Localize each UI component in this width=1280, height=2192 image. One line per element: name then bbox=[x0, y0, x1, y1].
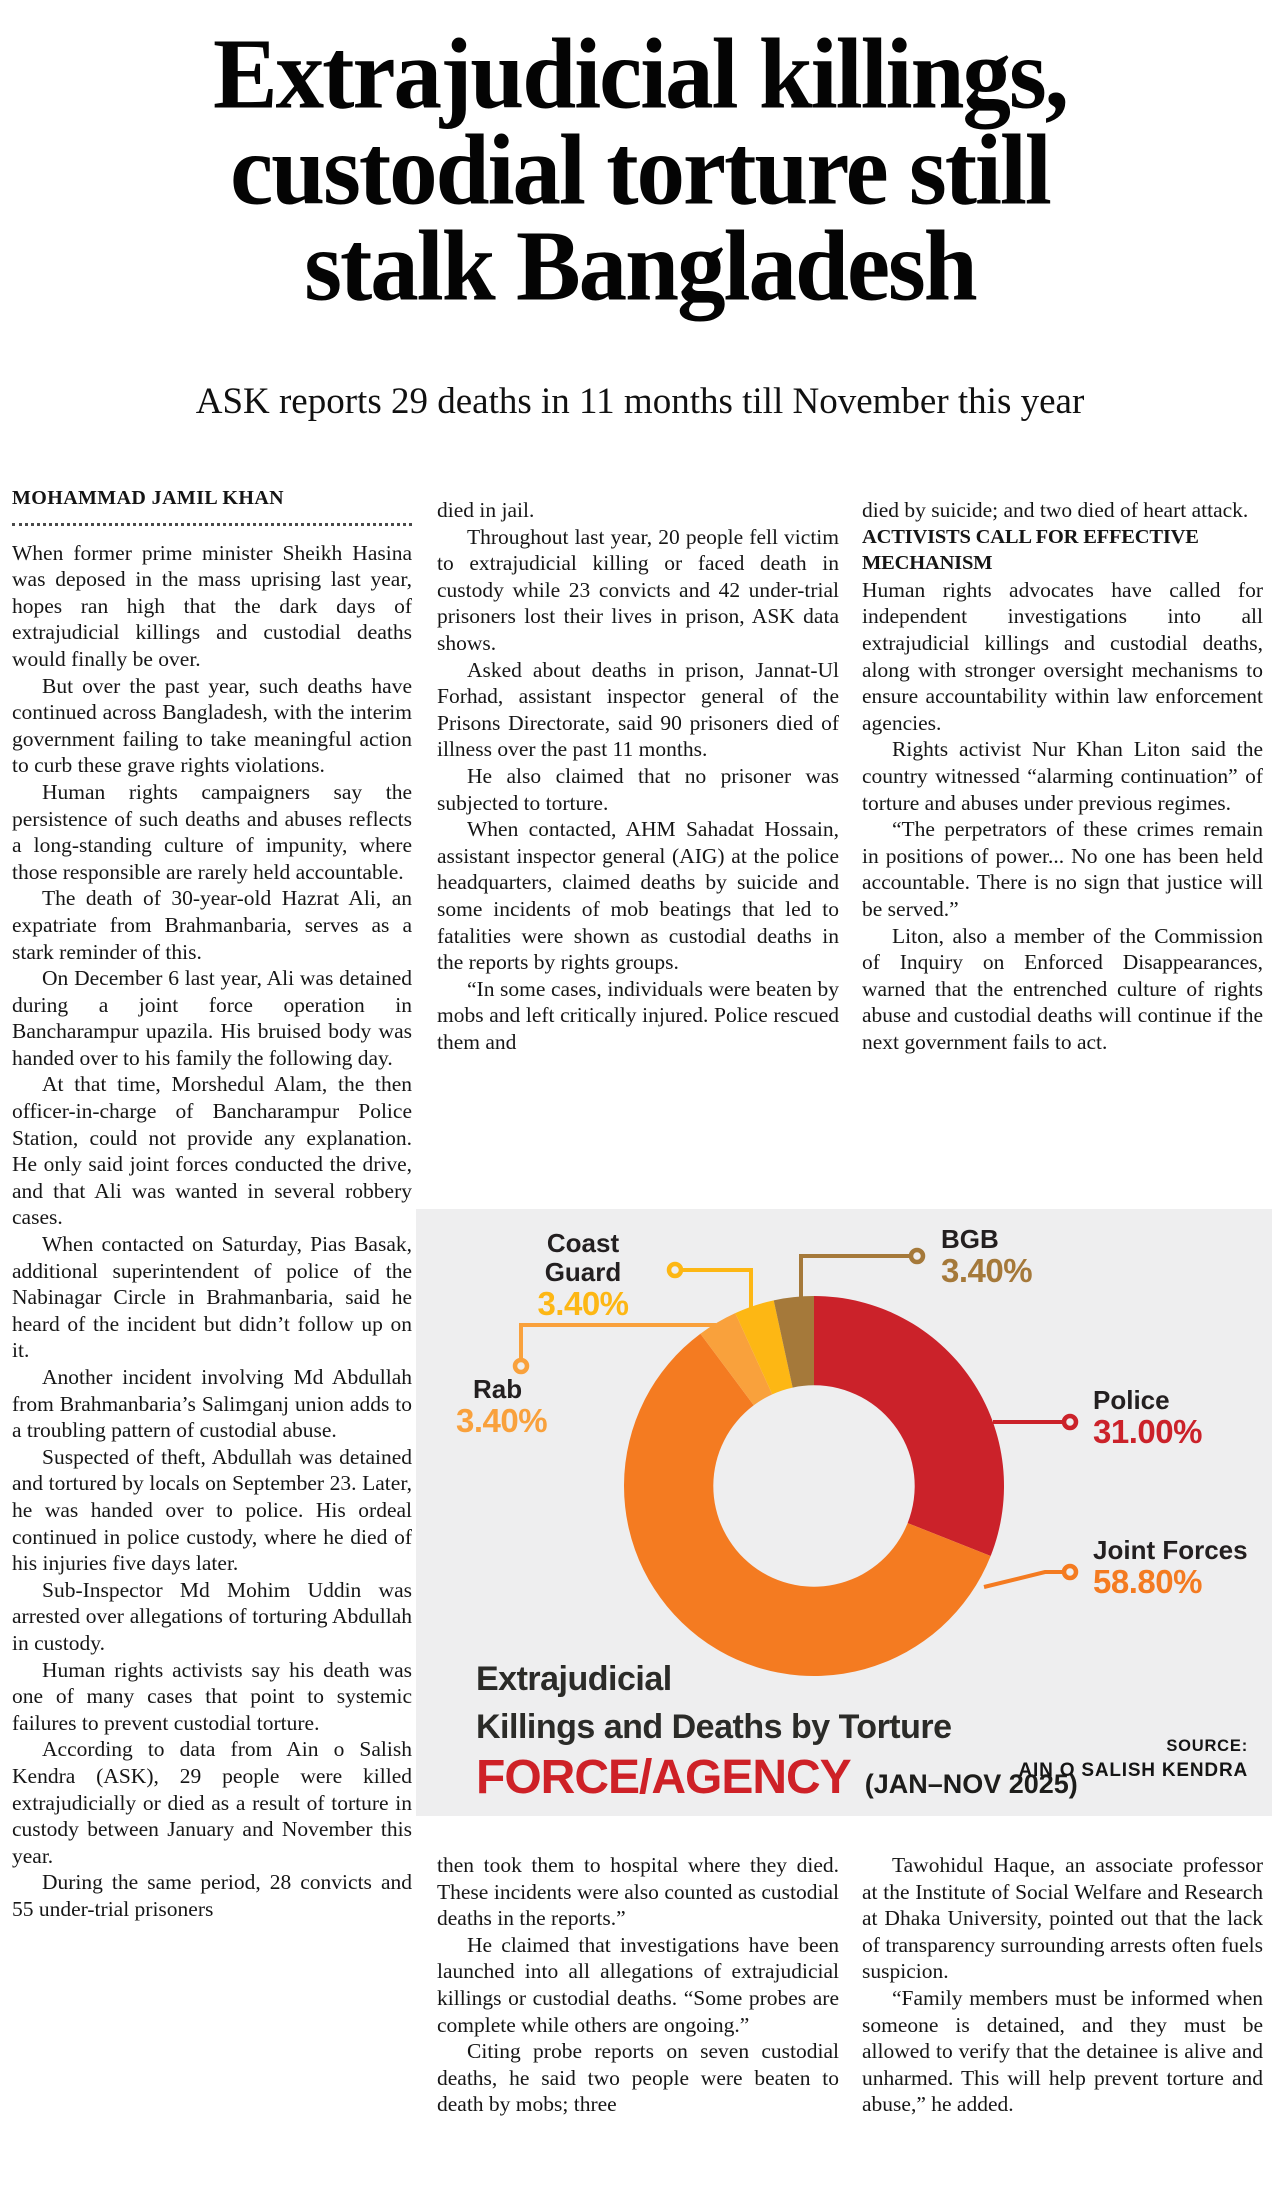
donut-chart bbox=[512, 1247, 1079, 1676]
paragraph: Another incident involving Md Abdullah f… bbox=[12, 1365, 412, 1443]
donut-slice-rab bbox=[700, 1313, 773, 1406]
police-name: Police bbox=[1093, 1385, 1170, 1415]
coast-guard-leader-line bbox=[683, 1268, 753, 1309]
police-marker bbox=[1061, 1413, 1079, 1431]
section-heading: ACTIVISTS CALL FOR EFFECTIVE MECHANISM bbox=[862, 525, 1199, 575]
paragraph: The death of 30-year-old Hazrat Ali, an … bbox=[12, 886, 412, 964]
paragraph: Human rights advocates have called for i… bbox=[862, 577, 1263, 735]
paragraph: He claimed that investigations have been… bbox=[437, 1932, 839, 2037]
joint-forces-marker bbox=[1061, 1563, 1079, 1581]
coast-guard-name: Coast Guard bbox=[544, 1228, 622, 1288]
label-bgb: BGB 3.40% bbox=[941, 1224, 1033, 1290]
chart-title-line-2: Killings and Deaths by Torture bbox=[476, 1708, 952, 1746]
rab-leader-line bbox=[519, 1323, 716, 1358]
paragraph: Asked about deaths in prison, Jannat-Ul … bbox=[437, 657, 839, 762]
paragraph: died by suicide; and two died of heart a… bbox=[862, 498, 1249, 522]
paragraph: Suspected of theft, Abdullah was detaine… bbox=[12, 1444, 412, 1576]
donut-slice-joint-forces bbox=[624, 1333, 991, 1676]
article-column-2-bottom: then took them to hospital where they di… bbox=[437, 1852, 839, 2192]
label-rab: Rab 3.40% bbox=[456, 1374, 616, 1440]
source-value: AIN O SALISH KENDRA bbox=[1018, 1760, 1248, 1782]
paragraph: Sub-Inspector Md Mohim Uddin was arreste… bbox=[12, 1577, 412, 1655]
paragraph: According to data from Ain o Salish Kend… bbox=[12, 1737, 412, 1868]
headline-line-3: stalk Bangladesh bbox=[304, 209, 978, 322]
article-column-3-bottom: Tawohidul Haque, an associate professor … bbox=[862, 1852, 1263, 2192]
paragraph: When former prime minister Sheikh Hasina… bbox=[12, 540, 412, 671]
paragraph: Human rights campaigners say the persist… bbox=[12, 779, 412, 884]
column-2-bottom-text: then took them to hospital where they di… bbox=[437, 1852, 839, 2118]
paragraph: then took them to hospital where they di… bbox=[437, 1853, 839, 1931]
paragraph: “The perpetrators of these crimes remain… bbox=[862, 817, 1263, 921]
paragraph: “In some cases, individuals were beaten … bbox=[437, 976, 839, 1054]
byline: MOHAMMAD JAMIL KHAN bbox=[12, 487, 285, 509]
article-column-2-top: died in jail. Throughout last year, 20 pe… bbox=[437, 497, 839, 1203]
paragraph: Throughout last year, 20 people fell vic… bbox=[437, 524, 839, 655]
label-police: Police 31.00% bbox=[1093, 1385, 1202, 1451]
article-column-3-top: died by suicide; and two died of heart a… bbox=[862, 497, 1263, 1203]
label-coast-guard: Coast Guard 3.40% bbox=[512, 1228, 654, 1323]
source-label: SOURCE: bbox=[1166, 1737, 1248, 1755]
rab-percent: 3.40% bbox=[456, 1402, 548, 1440]
police-percent: 31.00% bbox=[1093, 1413, 1202, 1451]
paragraph: During the same period, 28 convicts and … bbox=[12, 1870, 412, 1921]
subheadline: ASK reports 29 deaths in 11 months till … bbox=[195, 381, 1085, 422]
rab-name: Rab bbox=[473, 1374, 523, 1404]
chart-title-line-1: Extrajudicial bbox=[476, 1660, 672, 1698]
paragraph: Human rights activists say his death was… bbox=[12, 1657, 412, 1735]
article-column-1: MOHAMMAD JAMIL KHAN When former prime mi… bbox=[12, 483, 412, 2192]
bgb-marker bbox=[908, 1247, 926, 1265]
coast-guard-percent: 3.40% bbox=[537, 1285, 629, 1323]
paragraph: He also claimed that no prisoner was sub… bbox=[437, 763, 839, 815]
donut-slice-police bbox=[814, 1296, 1005, 1556]
paragraph: Rights activist Nur Khan Liton said the … bbox=[862, 737, 1263, 815]
column-3-bottom-text: Tawohidul Haque, an associate professor … bbox=[862, 1852, 1263, 2118]
chart-title-period: (JAN–NOV 2025) bbox=[864, 1769, 1078, 1799]
paragraph: But over the past year, such deaths have… bbox=[12, 673, 412, 778]
joint-forces-percent: 58.80% bbox=[1093, 1563, 1202, 1601]
column-1-text: When former prime minister Sheikh Hasina… bbox=[12, 540, 412, 1923]
paragraph: “Family members must be informed when so… bbox=[862, 1985, 1263, 2117]
chart-source: SOURCE: AIN O SALISH KENDRA bbox=[1019, 1735, 1249, 1785]
headline-line-2: custodial torture still bbox=[230, 113, 1052, 226]
chart-title-emphasis: FORCE/AGENCY bbox=[476, 1751, 852, 1804]
byline-dotted-rule bbox=[12, 522, 412, 526]
bgb-percent: 3.40% bbox=[941, 1252, 1033, 1290]
paragraph: When contacted on Saturday, Pias Basak, … bbox=[12, 1232, 412, 1363]
paragraph: Liton, also a member of the Commission o… bbox=[862, 923, 1263, 1054]
donut-slice-coast-guard bbox=[735, 1300, 793, 1395]
paragraph: At that time, Morshedul Alam, the then o… bbox=[12, 1072, 412, 1230]
paragraph: Tawohidul Haque, an associate professor … bbox=[862, 1853, 1263, 1984]
bgb-leader-line bbox=[799, 1254, 909, 1299]
paragraph: When contacted, AHM Sahadat Hossain, ass… bbox=[437, 817, 839, 975]
headline: Extrajudicial killings, custodial tortur… bbox=[0, 17, 1280, 322]
donut-chart-panel: Coast Guard 3.40% BGB 3.40% Rab 3.40% Po… bbox=[416, 1209, 1272, 1816]
label-joint-forces: Joint Forces 58.80% bbox=[1093, 1535, 1248, 1601]
rab-marker bbox=[512, 1357, 530, 1375]
paragraph: Citing probe reports on seven custodial … bbox=[437, 2039, 839, 2117]
column-2-top-text: died in jail. Throughout last year, 20 pe… bbox=[437, 497, 839, 1055]
coast-guard-marker bbox=[666, 1261, 684, 1279]
paragraph: died in jail. bbox=[437, 498, 535, 522]
chart-title: Extrajudicial Killings and Deaths by Tor… bbox=[476, 1655, 1078, 1803]
headline-line-1: Extrajudicial killings, bbox=[212, 17, 1069, 130]
paragraph: On December 6 last year, Ali was detaine… bbox=[12, 966, 412, 1070]
joint-forces-leader-line bbox=[983, 1570, 1062, 1589]
joint-forces-name: Joint Forces bbox=[1093, 1535, 1248, 1565]
donut-slice-bgb bbox=[773, 1296, 814, 1388]
bgb-name: BGB bbox=[941, 1224, 999, 1254]
column-3-top-text: died by suicide; and two died of heart a… bbox=[862, 497, 1263, 1055]
